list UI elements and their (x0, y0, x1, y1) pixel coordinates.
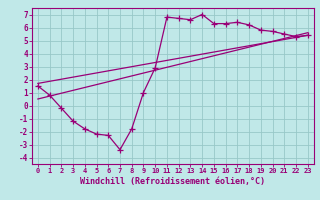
X-axis label: Windchill (Refroidissement éolien,°C): Windchill (Refroidissement éolien,°C) (80, 177, 265, 186)
